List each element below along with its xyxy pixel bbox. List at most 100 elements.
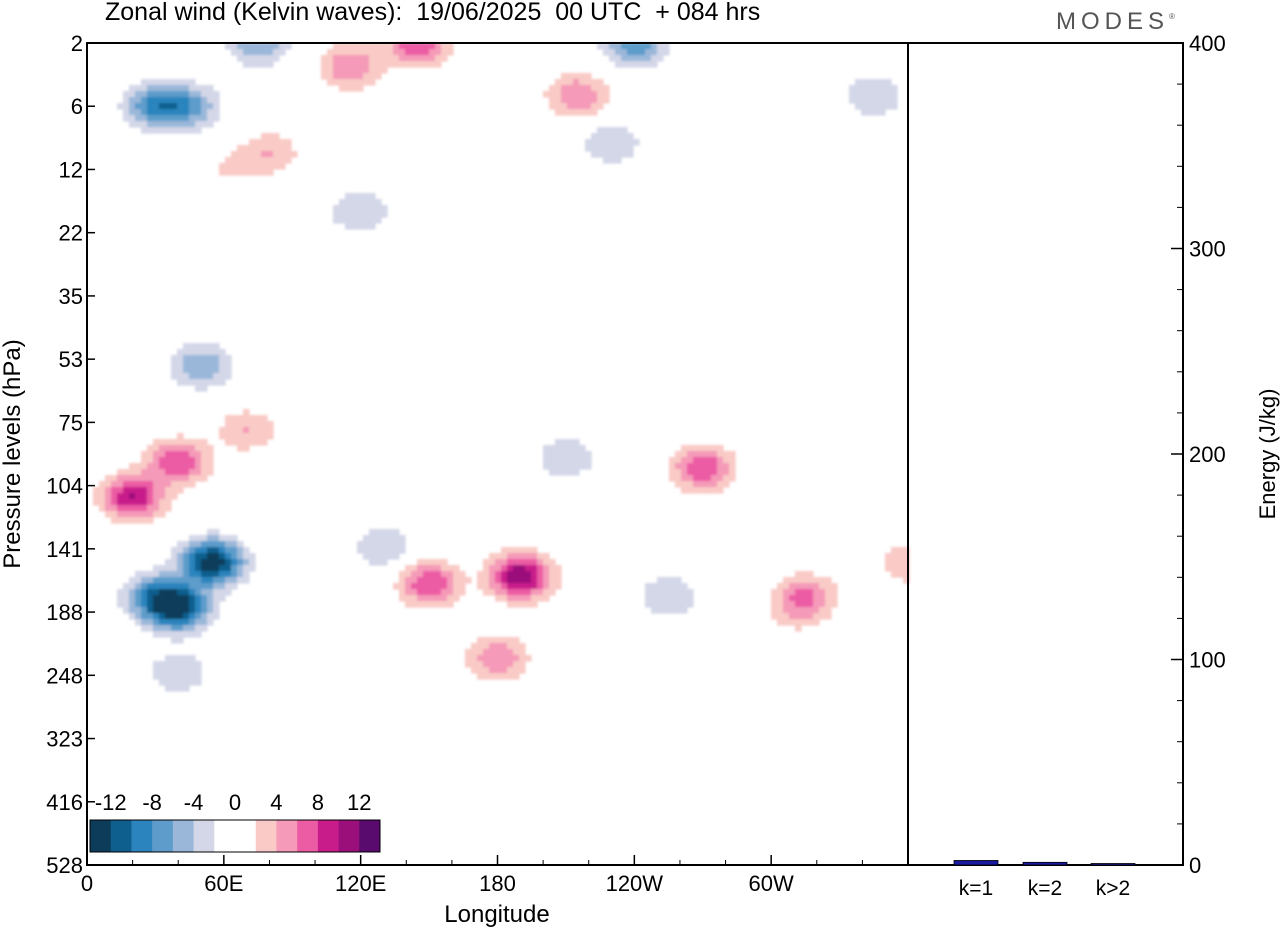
heatmap-cell <box>501 571 508 578</box>
heatmap-cell <box>627 145 634 152</box>
heatmap-cell <box>543 553 550 560</box>
heatmap-cell <box>885 559 892 566</box>
heatmap-cell <box>153 595 160 602</box>
heatmap-cell <box>171 607 178 614</box>
heatmap-cell <box>507 601 514 608</box>
heatmap-cell <box>891 553 898 560</box>
heatmap-cell <box>243 157 250 164</box>
heatmap-cell <box>273 49 280 56</box>
heatmap-cell <box>363 79 370 86</box>
heatmap-cell <box>153 589 160 596</box>
heatmap-cell <box>717 475 724 482</box>
heatmap-cell <box>549 97 556 104</box>
heatmap-cell <box>129 577 136 584</box>
heatmap-cell <box>513 649 520 656</box>
heatmap-cell <box>177 457 184 464</box>
heatmap-cell <box>567 439 574 446</box>
heatmap-cell <box>123 475 130 482</box>
heatmap-cell <box>459 583 466 590</box>
heatmap-cell <box>483 589 490 596</box>
heatmap-cell <box>633 55 640 62</box>
heatmap-cell <box>633 43 640 50</box>
heatmap-cell <box>123 103 130 110</box>
heatmap-cell <box>369 217 376 224</box>
heatmap-cell <box>891 97 898 104</box>
heatmap-cell <box>519 559 526 566</box>
heatmap-cell <box>123 109 130 116</box>
heatmap-cell <box>597 127 604 134</box>
heatmap-cell <box>813 601 820 608</box>
heatmap-cell <box>555 463 562 470</box>
heatmap-cell <box>135 469 142 476</box>
heatmap-cell <box>387 529 394 536</box>
heatmap-cell <box>159 451 166 458</box>
heatmap-cell <box>879 79 886 86</box>
heatmap-cell <box>507 583 514 590</box>
heatmap-cell <box>681 589 688 596</box>
heatmap-cell <box>435 55 442 62</box>
heatmap-cell <box>153 79 160 86</box>
heatmap-cell <box>249 421 256 428</box>
y-tick-label: 22 <box>59 221 83 246</box>
heatmap-cell <box>177 379 184 386</box>
heatmap-cell <box>171 547 178 554</box>
heatmap-cell <box>465 649 472 656</box>
heatmap-cell <box>567 91 574 98</box>
heatmap-cell <box>561 451 568 458</box>
heatmap-cell <box>177 433 184 440</box>
heatmap-cell <box>255 169 262 176</box>
energy-tick-label: 0 <box>1189 853 1201 878</box>
heatmap-cell <box>807 619 814 626</box>
heatmap-cell <box>141 469 148 476</box>
heatmap-cell <box>657 595 664 602</box>
heatmap-cell <box>381 535 388 542</box>
heatmap-cell <box>375 199 382 206</box>
y-tick-label: 104 <box>46 474 83 499</box>
heatmap-cell <box>489 661 496 668</box>
heatmap-cell <box>225 577 232 584</box>
heatmap-cell <box>333 55 340 62</box>
heatmap-cell <box>801 595 808 602</box>
heatmap-cell <box>423 565 430 572</box>
heatmap-cell <box>165 655 172 662</box>
heatmap-cell <box>585 139 592 146</box>
heatmap-cell <box>699 463 706 470</box>
heatmap-cell <box>159 481 166 488</box>
heatmap-cell <box>789 583 796 590</box>
heatmap-cell <box>213 97 220 104</box>
heatmap-cell <box>429 571 436 578</box>
heatmap-cell <box>135 595 142 602</box>
heatmap-cell <box>537 589 544 596</box>
heatmap-cell <box>111 517 118 524</box>
heatmap-cell <box>183 355 190 362</box>
heatmap-cell <box>795 619 802 626</box>
heatmap-cell <box>129 475 136 482</box>
heatmap-cell <box>525 547 532 554</box>
heatmap-cell <box>513 643 520 650</box>
heatmap-cell <box>333 217 340 224</box>
heatmap-cell <box>237 151 244 158</box>
heatmap-cell <box>147 499 154 506</box>
heatmap-cell <box>195 349 202 356</box>
heatmap-cell <box>597 151 604 158</box>
heatmap-cell <box>393 55 400 62</box>
heatmap-cell <box>381 67 388 74</box>
heatmap-cell <box>177 97 184 104</box>
heatmap-cell <box>231 439 238 446</box>
heatmap-cell <box>555 565 562 572</box>
colorbar-swatch <box>297 820 319 852</box>
heatmap-cell <box>321 61 328 68</box>
heatmap-cell <box>135 97 142 104</box>
heatmap-cell <box>495 577 502 584</box>
heatmap-cell <box>171 661 178 668</box>
heatmap-cell <box>201 97 208 104</box>
heatmap-cell <box>207 367 214 374</box>
heatmap-cell <box>681 469 688 476</box>
heatmap-cell <box>165 97 172 104</box>
heatmap-cell <box>375 553 382 560</box>
heatmap-cell <box>495 583 502 590</box>
heatmap-cell <box>657 43 664 50</box>
heatmap-cell <box>141 85 148 92</box>
heatmap-cell <box>687 451 694 458</box>
